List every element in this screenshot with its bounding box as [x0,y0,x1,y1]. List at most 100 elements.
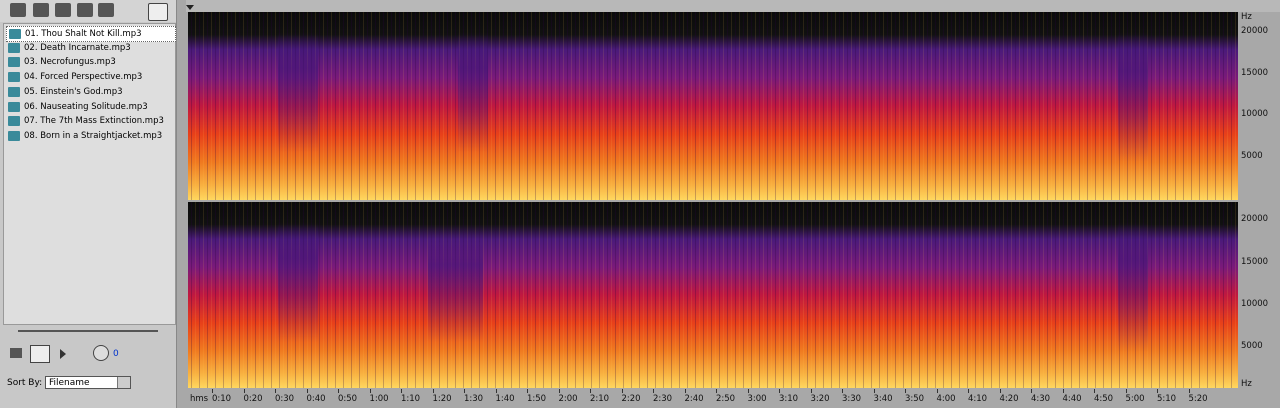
cursor-marker [186,5,194,10]
time-label: 3:30 [842,394,862,404]
time-label: 3:10 [779,394,799,404]
file-icon [8,86,20,97]
texture [1118,222,1148,352]
file-icon [8,130,20,141]
time-tick [1157,389,1158,393]
time-label: 2:20 [621,394,641,404]
time-tick [621,389,623,393]
time-label: 2:30 [653,394,673,404]
file-item[interactable]: 05. Einstein's God.mp3 [6,85,123,99]
close-button[interactable] [33,3,49,17]
time-tick [432,389,434,393]
time-tick [905,389,906,393]
time-tick [401,389,402,393]
file-item[interactable]: 01. Thou Shalt Not Kill.mp3 [6,26,176,42]
file-icon [8,116,20,127]
file-item[interactable]: 08. Born in a Straightjacket.mp3 [6,129,162,143]
time-label: 3:50 [905,394,925,404]
volume-knob[interactable] [93,345,109,361]
frequency-label: 15000 [1241,68,1269,78]
time-tick [464,389,465,393]
time-tick [243,389,245,393]
time-tick [527,389,528,393]
frequency-unit: Hz [1241,379,1252,389]
time-tick [1125,389,1127,393]
time-label: 4:40 [1062,394,1082,404]
frequency-label: 10000 [1241,299,1269,309]
time-label: 3:00 [747,394,767,404]
batch-button[interactable] [77,3,93,17]
time-tick [747,389,749,393]
time-tick [1062,389,1064,393]
time-tick [999,389,1001,393]
time-label: 5:20 [1188,394,1208,404]
time-label: 2:50 [716,394,736,404]
texture [1118,32,1148,162]
time-label: 0:20 [243,394,263,404]
time-label: 4:00 [936,394,956,404]
time-label: 1:00 [369,394,389,404]
file-item[interactable]: 03. Necrofungus.mp3 [6,55,116,69]
spectrogram-channel[interactable] [188,202,1238,388]
sort-dropdown[interactable]: Filename [45,376,131,389]
time-label: 4:30 [1031,394,1051,404]
auto-button[interactable] [98,3,114,17]
frequency-label: 20000 [1241,214,1269,224]
time-tick [684,389,686,393]
time-label: 1:40 [495,394,515,404]
frequency-unit: Hz [1241,12,1252,22]
texture [428,232,483,342]
time-tick [1188,389,1190,393]
view-button[interactable] [148,3,168,21]
time-tick [495,389,497,393]
file-icon [8,101,20,112]
time-label: 1:20 [432,394,452,404]
frequency-label: 15000 [1241,257,1269,267]
separator [18,330,158,332]
time-ruler [188,389,1238,408]
time-tick [810,389,812,393]
open-button[interactable] [10,3,26,17]
time-tick [306,389,308,393]
sort-label: Sort By: [7,378,43,388]
file-item[interactable]: 07. The 7th Mass Extinction.mp3 [6,114,164,128]
file-panel: 01. Thou Shalt Not Kill.mp3 02. Death Inc… [0,0,177,408]
time-label: 0:30 [275,394,295,404]
file-icon [8,72,20,83]
file-list: 01. Thou Shalt Not Kill.mp3 02. Death Inc… [3,23,176,325]
time-label: 3:40 [873,394,893,404]
time-tick [369,389,371,393]
spectrogram-channel[interactable] [188,12,1238,200]
time-tick [1094,389,1095,393]
file-item[interactable]: 02. Death Incarnate.mp3 [6,41,131,55]
time-label: 0:10 [212,394,232,404]
time-tick [558,389,560,393]
import-button[interactable] [55,3,71,17]
texture [458,32,488,152]
frequency-label: 10000 [1241,109,1269,119]
file-item[interactable]: 06. Nauseating Solitude.mp3 [6,100,148,114]
time-label: 4:10 [968,394,988,404]
time-label: 4:50 [1094,394,1114,404]
frequency-label: 5000 [1241,341,1263,351]
speaker-icon[interactable] [10,348,22,358]
time-label: 5:10 [1157,394,1177,404]
time-label: 2:00 [558,394,578,404]
play-button[interactable] [60,349,66,359]
file-item[interactable]: 04. Forced Perspective.mp3 [6,70,142,84]
time-tick [1031,389,1032,393]
time-tick [842,389,843,393]
time-tick [716,389,717,393]
top-bar [186,0,1280,12]
toolbar [0,0,176,22]
time-tick [779,389,780,393]
time-label: 0:50 [338,394,358,404]
loop-button[interactable] [30,345,50,363]
frequency-label: 5000 [1241,151,1263,161]
time-label: 1:10 [401,394,421,404]
time-tick [653,389,654,393]
time-unit: hms [190,394,209,404]
time-tick [936,389,938,393]
texture [278,32,318,152]
